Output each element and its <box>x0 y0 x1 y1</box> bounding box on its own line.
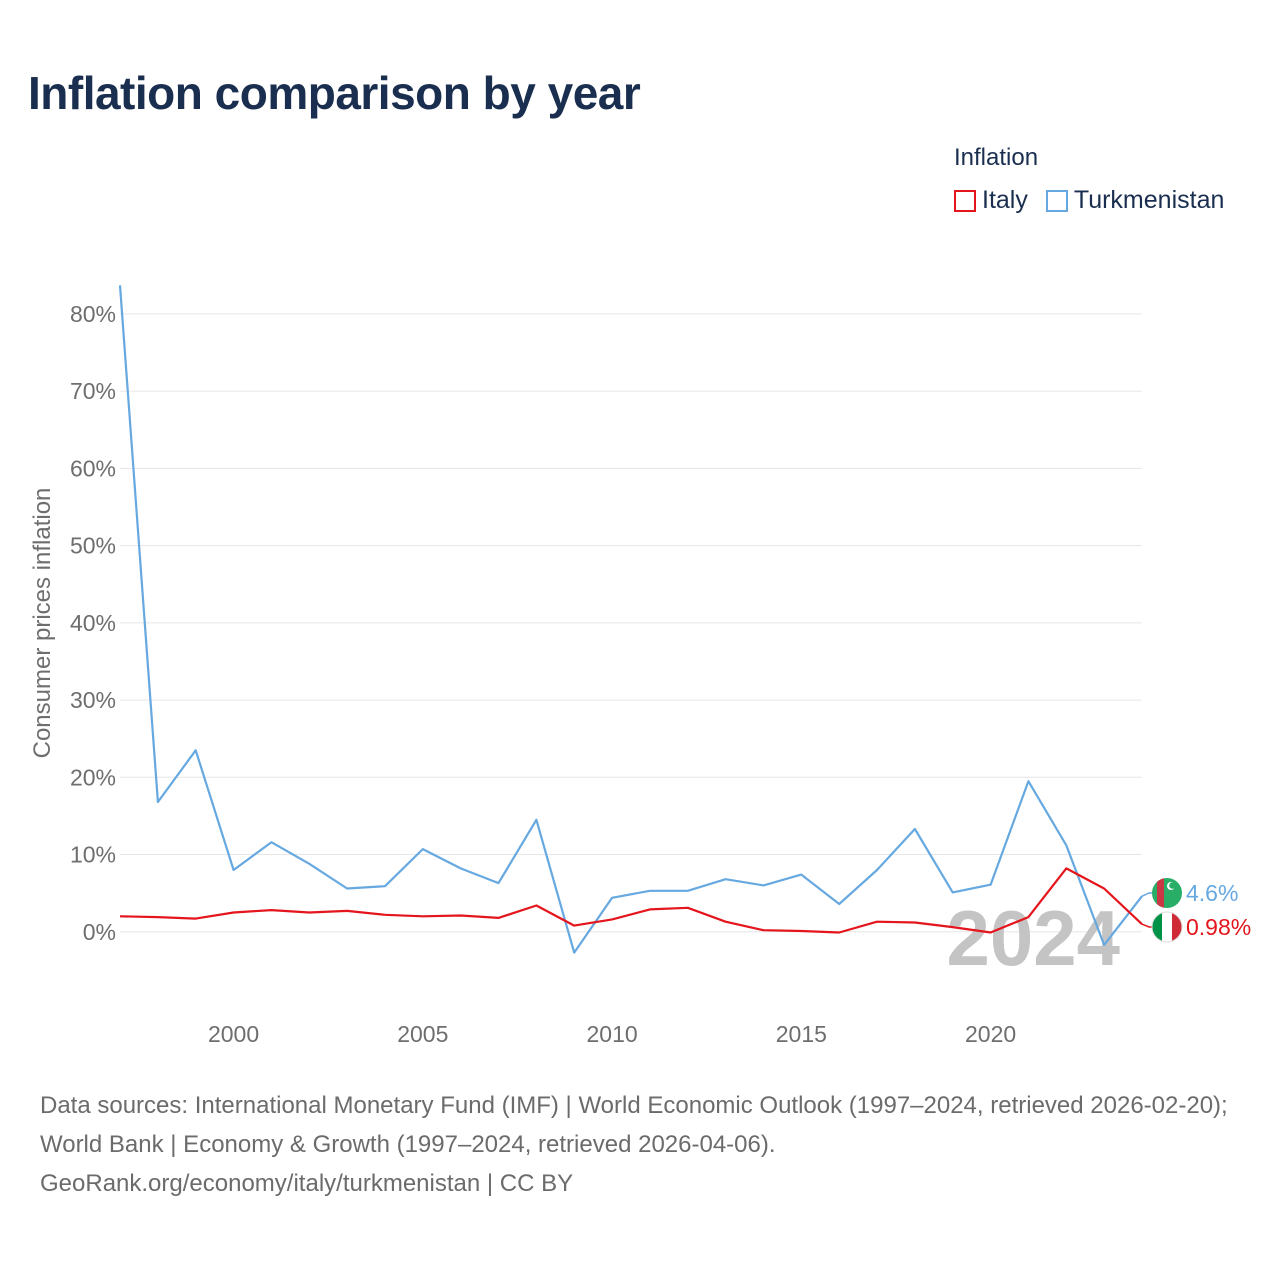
x-tick-label: 2020 <box>965 1021 1016 1047</box>
x-tick-label: 2010 <box>586 1021 637 1047</box>
legend-item-turkmenistan[interactable]: Turkmenistan <box>1045 186 1225 215</box>
chart-title: Inflation comparison by year <box>28 67 641 119</box>
y-axis-label: Consumer prices inflation <box>29 488 56 759</box>
legend-label-turkmenistan: Turkmenistan <box>1073 186 1225 214</box>
series-line-italy <box>119 867 1143 934</box>
legend-swatch-turkmenistan <box>1045 189 1068 212</box>
footer: Data sources: International Monetary Fun… <box>40 1086 1250 1203</box>
y-tick-label: 0% <box>83 919 116 945</box>
y-tick-label: 20% <box>70 764 116 790</box>
credit-link[interactable]: GeoRank.org/economy/italy/turkmenistan |… <box>40 1170 574 1197</box>
y-tick-label: 40% <box>70 610 116 636</box>
year-watermark: 2024 <box>946 894 1120 982</box>
y-tick-label: 30% <box>70 687 116 713</box>
italy-flag-icon <box>1151 911 1183 943</box>
x-tick-label: 2015 <box>776 1021 827 1047</box>
legend: Italy Turkmenistan <box>954 186 1224 215</box>
x-tick-label: 2000 <box>208 1021 259 1047</box>
x-tick-label: 2005 <box>397 1021 448 1047</box>
turkmenistan-flag-icon <box>1152 878 1182 908</box>
y-tick-label: 10% <box>70 842 116 868</box>
legend-label-italy: Italy <box>982 186 1028 214</box>
end-label-italy: 0.98% <box>1186 914 1251 940</box>
data-sources: Data sources: International Monetary Fun… <box>40 1092 1228 1158</box>
y-tick-label: 70% <box>70 378 116 404</box>
legend-item-italy[interactable]: Italy <box>954 186 1028 215</box>
line-chart: 0% 10% 20% 30% 40% 50% 60% 70% 80% 2000 2005 2010 20… <box>29 285 1251 1047</box>
y-tick-label: 60% <box>70 455 116 481</box>
series-line-turkmenistan <box>118 285 1143 954</box>
y-tick-label: 80% <box>70 301 116 327</box>
y-tick-label: 50% <box>70 533 116 559</box>
legend-swatch-italy <box>954 189 976 212</box>
end-label-turkmenistan: 4.6% <box>1186 880 1238 906</box>
legend-title: Inflation <box>954 144 1039 171</box>
